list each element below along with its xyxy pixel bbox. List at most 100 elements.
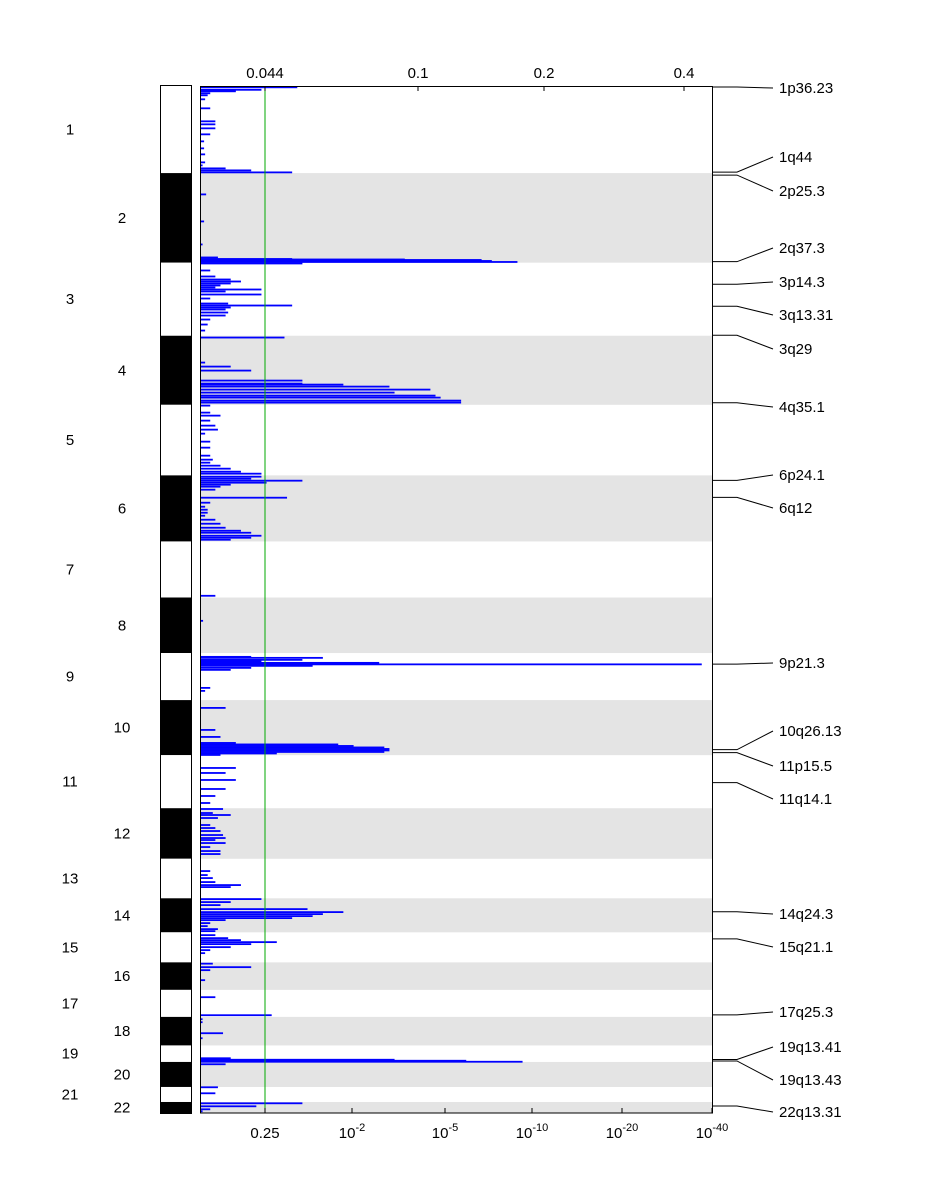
peak-bar [201,939,241,942]
ideogram-segment [161,962,191,990]
peak-bar [201,123,216,126]
cytoband-label: 14q24.3 [779,906,833,923]
chromosome-label: 11 [62,774,78,791]
ideogram-segment [161,335,191,405]
peak-bar [201,772,226,774]
bottom-axis-tick-label: 10-5 [432,1122,458,1142]
peak-bar [201,284,221,287]
peak-bar [201,664,313,667]
peak-bar [201,779,236,781]
peak-bar [201,461,211,464]
peak-bar [201,288,262,291]
peak-bar [201,1058,395,1061]
peak-bar [201,802,211,804]
peak-bar [201,962,213,965]
cytoband-label: 3q13.31 [779,307,833,324]
peak-bar [201,745,354,747]
peak-bar [201,943,252,946]
peak-bar [201,297,211,300]
peak-bar [201,922,211,925]
peak-bar [201,514,206,517]
peak-bar [201,817,218,819]
peak-bar [201,365,231,368]
peak-bar [201,1057,231,1060]
bottom-axis-tick-label: 0.25 [250,1125,279,1142]
peak-bar [201,660,262,663]
significance-peaks [201,86,702,1113]
annotation-leader [712,1060,774,1081]
peak-bar [201,996,216,999]
peak-bar [201,751,385,753]
peak-bar [201,686,211,689]
peak-bar [201,306,231,309]
chromosome-label: 6 [118,500,126,517]
ideogram-segment [161,541,191,598]
peak-bar [201,472,262,475]
peak-bar [201,269,211,272]
peak-bar [201,511,208,514]
bottom-axis-tick-label: 10-10 [516,1122,549,1142]
peak-bar [201,483,231,486]
peak-bar [201,661,380,664]
chromosome-label: 4 [118,362,126,379]
chromosome-label: 13 [62,871,79,888]
chromosome-band-shade [200,1101,712,1113]
ideogram-segment [161,404,191,476]
cytoband-label: 1q44 [779,149,812,166]
peak-bar [201,743,339,746]
peak-bar [201,440,211,443]
top-axis-tick-label: 0.2 [534,65,555,82]
peak-bar [201,795,216,797]
peak-bar [201,496,288,499]
peak-bar [201,526,226,529]
peak-bar [201,1059,467,1062]
ideogram-segment [161,1086,191,1102]
annotation-leader [712,174,774,192]
peak-bar [201,127,216,130]
peak-bar [201,788,226,790]
peak-bar [201,308,226,311]
peak-bar [201,369,252,372]
cytoband-label: 6p24.1 [779,467,825,484]
peak-bar [201,898,262,900]
chromosome-band-shade [200,173,712,263]
chromosome-label: 9 [66,669,74,686]
peak-bar [201,754,221,756]
peak-bar [201,656,323,659]
cytoband-label: 2q37.3 [779,240,825,257]
annotation-leader [712,474,774,481]
peak-bar [201,839,216,841]
peak-bar [201,522,221,525]
cytoband-label: 3p14.3 [779,274,825,291]
peak-bar [201,261,518,263]
peak-bar [201,966,252,969]
peak-bar [201,90,236,93]
ideogram-segment [161,932,191,963]
top-axis: 0.044 0.1 0.2 0.4 [246,65,694,91]
peak-bar [201,508,208,511]
peak-bar [201,318,211,321]
peak-bar [201,925,208,928]
peak-bar [201,302,229,305]
bottom-axis: 0.25 10-2 10-5 10-10 10-20 10-40 [250,1108,728,1142]
top-axis-tick-label: 0.4 [674,65,695,82]
peak-bar [201,379,303,382]
peak-bar [201,668,231,671]
peak-bar [201,458,213,461]
peak-bar [201,314,226,317]
chromosome-label: 21 [62,1086,79,1103]
peak-bar [201,663,702,666]
peak-bar [201,830,221,832]
chromosome-label: 10 [114,720,131,737]
chromosome-label: 17 [62,995,79,1012]
peak-bar [201,619,204,622]
peak-bar [201,1018,203,1021]
peak-bar [201,746,385,749]
peak-bar [201,949,211,952]
peak-bar [201,133,211,136]
peak-bar [201,280,241,283]
peak-bar [201,1102,303,1105]
peak-bar [201,464,221,467]
ideogram-segment [161,475,191,542]
peak-bar [201,729,216,731]
